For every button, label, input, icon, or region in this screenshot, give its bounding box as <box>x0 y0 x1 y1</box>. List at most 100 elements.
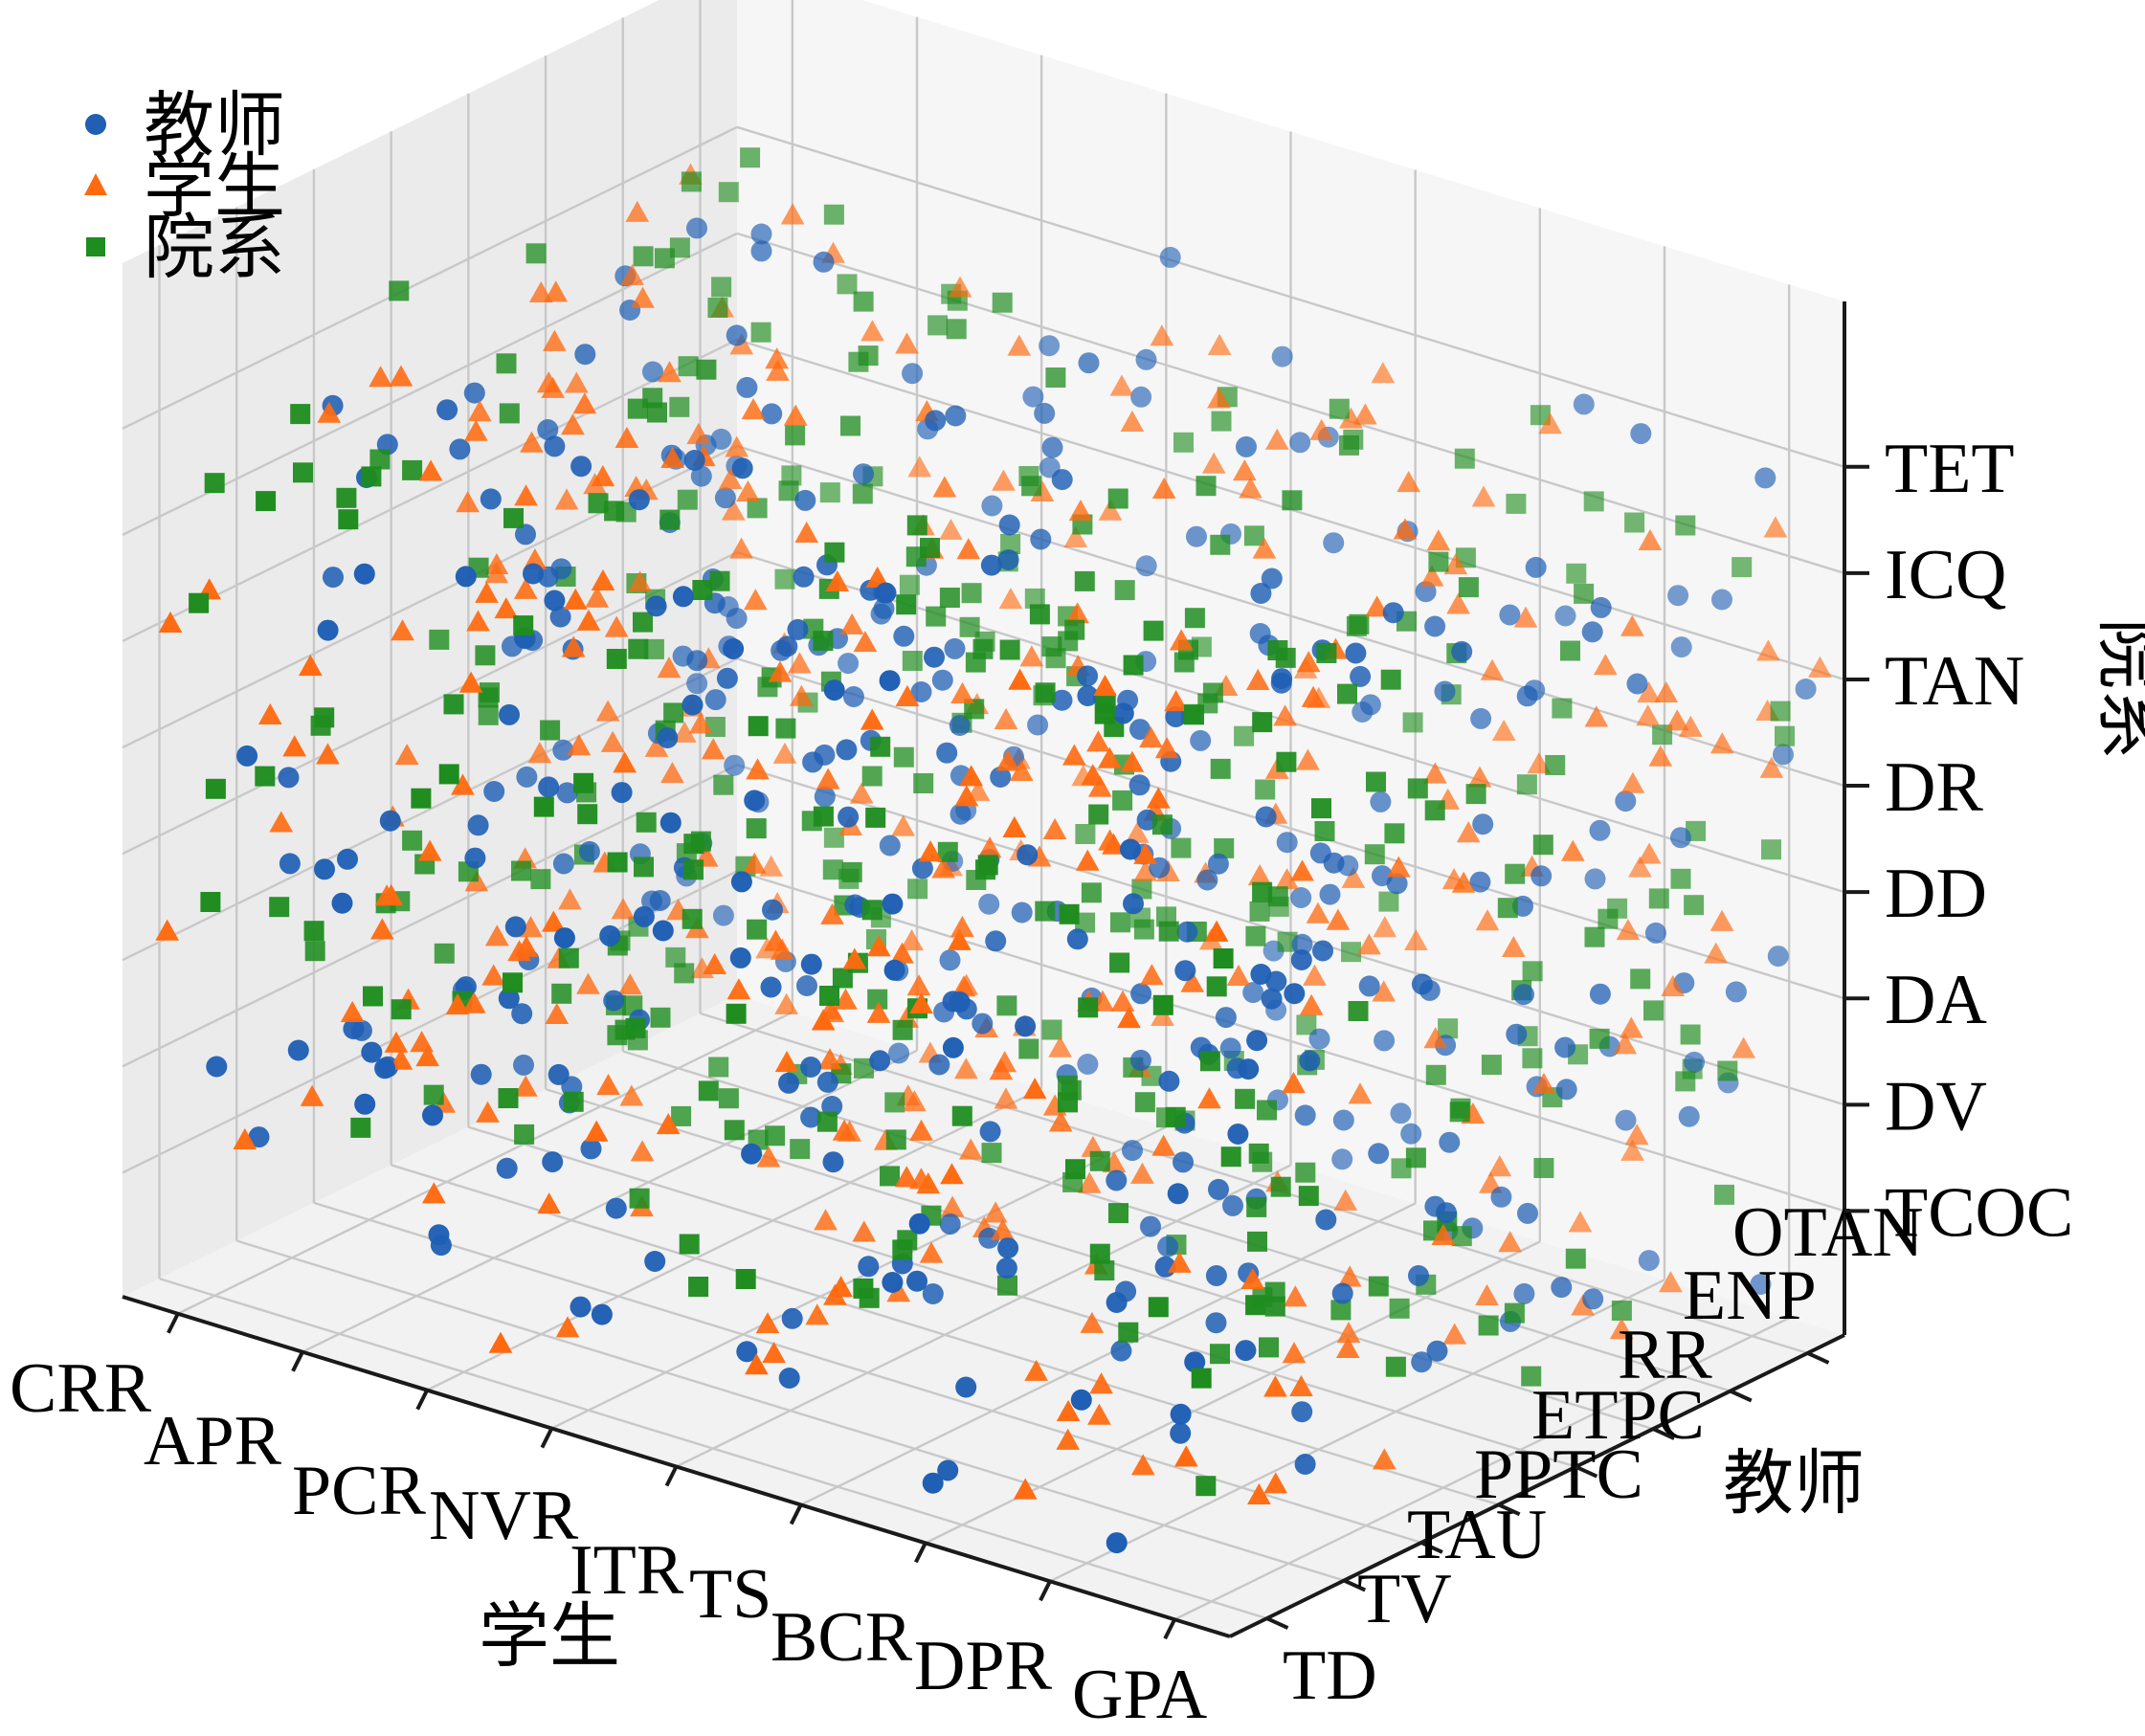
grid-line-z <box>122 125 738 430</box>
point-triangle <box>600 730 625 752</box>
legend-label: 院系 <box>144 210 285 288</box>
point-triangle <box>755 1312 780 1334</box>
point-triangle <box>617 973 642 995</box>
point-circle <box>480 488 502 510</box>
point-triangle <box>1098 499 1123 521</box>
point-triangle <box>1491 719 1516 741</box>
grid-line-x <box>177 1011 793 1315</box>
point-triangle <box>1763 516 1788 538</box>
point-triangle <box>1133 859 1158 881</box>
point-triangle <box>466 610 490 632</box>
point-triangle <box>994 707 1018 729</box>
point-circle <box>1271 345 1293 367</box>
point-triangle <box>1568 1211 1593 1233</box>
point-square <box>443 694 464 715</box>
point-triangle <box>1808 656 1832 678</box>
grid-line-z <box>122 551 738 856</box>
point-triangle <box>1048 1035 1072 1057</box>
point-circle <box>1554 605 1576 627</box>
grid-line-z <box>122 764 738 1068</box>
point-square <box>1018 1038 1039 1059</box>
point-circle <box>875 582 897 604</box>
point-circle <box>1158 1070 1180 1092</box>
point-circle <box>736 376 758 398</box>
point-square <box>1630 968 1651 990</box>
point-triangle <box>1168 1251 1192 1273</box>
point-triangle <box>834 988 858 1010</box>
point-circle <box>1590 596 1612 618</box>
y-tick-mark <box>1729 1389 1753 1403</box>
point-square <box>1428 551 1449 572</box>
point-square <box>1465 784 1486 805</box>
point-square <box>892 1019 913 1040</box>
point-square <box>718 182 739 203</box>
legend-item: 教师 <box>85 87 285 166</box>
point-triangle <box>1151 477 1176 499</box>
point-triangle <box>1061 744 1086 766</box>
point-triangle <box>1335 1336 1360 1359</box>
point-square <box>696 359 717 380</box>
point-circle <box>945 405 967 427</box>
point-square <box>604 501 625 522</box>
point-square <box>1675 1071 1696 1092</box>
point-triangle <box>744 1353 769 1375</box>
point-square <box>1775 725 1795 746</box>
point-circle <box>858 1256 880 1278</box>
point-triangle <box>817 1048 842 1070</box>
point-triangle <box>463 419 488 441</box>
point-triangle <box>625 200 650 222</box>
point-square <box>692 580 713 600</box>
point-circle <box>1027 714 1049 736</box>
point-square <box>1134 1092 1155 1113</box>
point-circle <box>1276 832 1298 854</box>
point-square <box>823 204 844 225</box>
point-triangle <box>1661 974 1686 997</box>
point-square <box>1329 398 1350 419</box>
point-square <box>513 615 534 636</box>
point-circle <box>1294 1104 1316 1126</box>
point-triangle <box>456 491 480 513</box>
point-triangle <box>852 1220 877 1242</box>
point-triangle <box>1309 418 1334 440</box>
point-square <box>1109 952 1130 973</box>
z-tick-label: DD <box>1885 855 1987 933</box>
point-triangle <box>890 942 914 964</box>
point-triangle <box>488 1331 513 1353</box>
point-triangle <box>555 1316 580 1338</box>
point-circle <box>515 523 536 545</box>
point-circle <box>997 1237 1019 1259</box>
point-square <box>1478 1315 1499 1336</box>
point-triangle <box>1056 1399 1081 1422</box>
point-circle <box>1140 1215 1161 1237</box>
point-circle <box>605 1197 627 1219</box>
point-square <box>1298 1186 1319 1207</box>
legend-item: 院系 <box>86 210 285 288</box>
point-triangle <box>860 708 884 730</box>
point-triangle <box>1396 471 1421 493</box>
point-circle <box>591 1303 613 1325</box>
point-triangle <box>1086 730 1110 752</box>
point-circle <box>1077 685 1099 706</box>
y-tick-mark <box>1575 1464 1598 1479</box>
point-square <box>530 869 551 890</box>
point-circle <box>1424 615 1446 637</box>
point-square <box>1497 898 1518 919</box>
point-circle <box>483 781 505 802</box>
grid-line-x <box>800 1202 1417 1506</box>
point-circle <box>683 450 705 471</box>
point-square <box>1075 824 1096 844</box>
point-circle <box>278 767 300 789</box>
point-circle <box>570 1296 592 1318</box>
point-triangle <box>1442 1323 1467 1345</box>
point-triangle <box>1386 856 1411 878</box>
point-square <box>1081 882 1102 903</box>
point-triangle <box>995 749 1020 771</box>
point-square <box>1133 919 1154 940</box>
x-tick-label: APR <box>144 1402 282 1480</box>
point-square <box>1248 1143 1269 1164</box>
point-triangle <box>948 928 972 950</box>
point-square <box>654 248 675 269</box>
point-triangle <box>660 446 685 468</box>
point-circle <box>547 1063 570 1085</box>
